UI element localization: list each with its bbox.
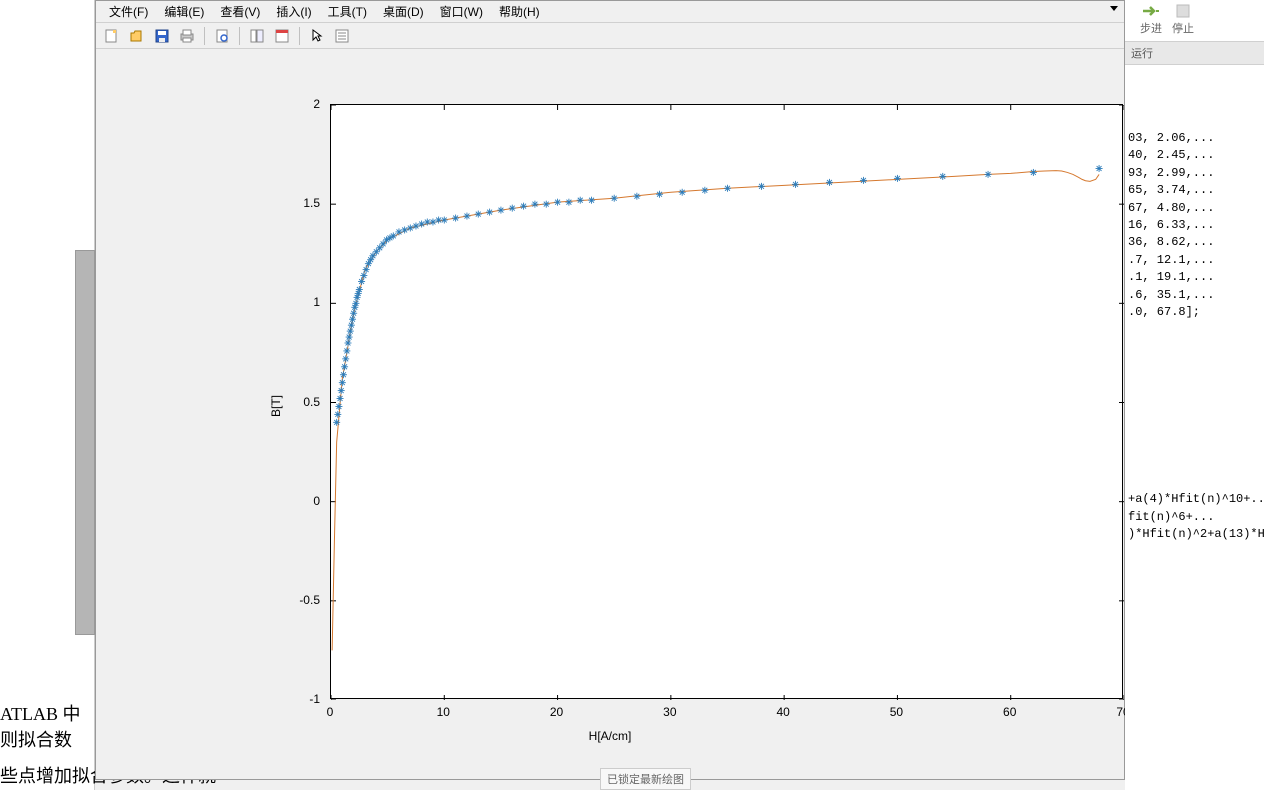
x-tick-label: 0 xyxy=(320,705,340,719)
new-figure-button[interactable] xyxy=(101,25,123,47)
code-snippet-1: 03, 2.06,... 40, 2.45,... 93, 2.99,... 6… xyxy=(1125,125,1264,326)
bg-text-line-2: 则拟合数 xyxy=(0,726,72,752)
dock-button[interactable] xyxy=(246,25,268,47)
x-axis-label: H[A/cm] xyxy=(589,729,632,743)
run-controls: 步进 停止 xyxy=(1125,0,1264,42)
menu-insert[interactable]: 插入(I) xyxy=(268,1,319,22)
menu-edit[interactable]: 编辑(E) xyxy=(156,1,212,22)
y-tick-label: 1.5 xyxy=(290,196,320,210)
matlab-figure-window: 文件(F) 编辑(E) 查看(V) 插入(I) 工具(T) 桌面(D) 窗口(W… xyxy=(95,0,1125,780)
x-tick-label: 10 xyxy=(433,705,453,719)
axes[interactable] xyxy=(330,104,1123,699)
menu-tools[interactable]: 工具(T) xyxy=(320,1,375,22)
y-tick-label: 1 xyxy=(290,295,320,309)
menu-help[interactable]: 帮助(H) xyxy=(491,1,548,22)
menu-dropdown-icon[interactable] xyxy=(1110,6,1118,11)
x-tick-label: 20 xyxy=(547,705,567,719)
code-snippet-2: +a(4)*Hfit(n)^10+.. fit(n)^6+... )*Hfit(… xyxy=(1125,486,1264,548)
pointer-button[interactable] xyxy=(306,25,328,47)
menu-window[interactable]: 窗口(W) xyxy=(432,1,491,22)
stop-button[interactable]: 停止 xyxy=(1172,0,1194,36)
x-tick-label: 60 xyxy=(1000,705,1020,719)
toolbar-separator xyxy=(299,27,300,45)
open-button[interactable] xyxy=(126,25,148,47)
menu-bar: 文件(F) 编辑(E) 查看(V) 插入(I) 工具(T) 桌面(D) 窗口(W… xyxy=(96,1,1124,23)
x-tick-label: 50 xyxy=(886,705,906,719)
print-button[interactable] xyxy=(176,25,198,47)
stop-label: 停止 xyxy=(1172,20,1194,36)
run-section-header: 运行 xyxy=(1125,42,1264,65)
bg-text-line-1: ATLAB 中 xyxy=(0,700,81,726)
data-cursor-button[interactable] xyxy=(271,25,293,47)
save-button[interactable] xyxy=(151,25,173,47)
step-button[interactable]: 步进 xyxy=(1140,0,1162,36)
y-axis-label: B[T] xyxy=(269,395,283,417)
y-tick-label: -0.5 xyxy=(290,593,320,607)
toolbar-separator xyxy=(204,27,205,45)
toolbar-separator xyxy=(239,27,240,45)
y-tick-label: -1 xyxy=(290,692,320,706)
plot-area: -1-0.500.511.52 010203040506070 H[A/cm] … xyxy=(96,49,1124,779)
menu-desktop[interactable]: 桌面(D) xyxy=(375,1,432,22)
toolbar xyxy=(96,23,1124,49)
print-preview-button[interactable] xyxy=(211,25,233,47)
right-code-panel: 步进 停止 运行 03, 2.06,... 40, 2.45,... 93, 2… xyxy=(1125,0,1264,790)
background-document xyxy=(0,0,95,790)
y-tick-label: 2 xyxy=(290,97,320,111)
y-tick-label: 0.5 xyxy=(290,395,320,409)
x-tick-label: 40 xyxy=(773,705,793,719)
menu-view[interactable]: 查看(V) xyxy=(212,1,268,22)
y-tick-label: 0 xyxy=(290,494,320,508)
background-grey-box xyxy=(75,250,95,635)
x-tick-label: 30 xyxy=(660,705,680,719)
step-label: 步进 xyxy=(1140,20,1162,36)
menu-file[interactable]: 文件(F) xyxy=(101,1,156,22)
status-bar: 已锁定最新绘图 xyxy=(600,768,691,790)
insert-legend-button[interactable] xyxy=(331,25,353,47)
